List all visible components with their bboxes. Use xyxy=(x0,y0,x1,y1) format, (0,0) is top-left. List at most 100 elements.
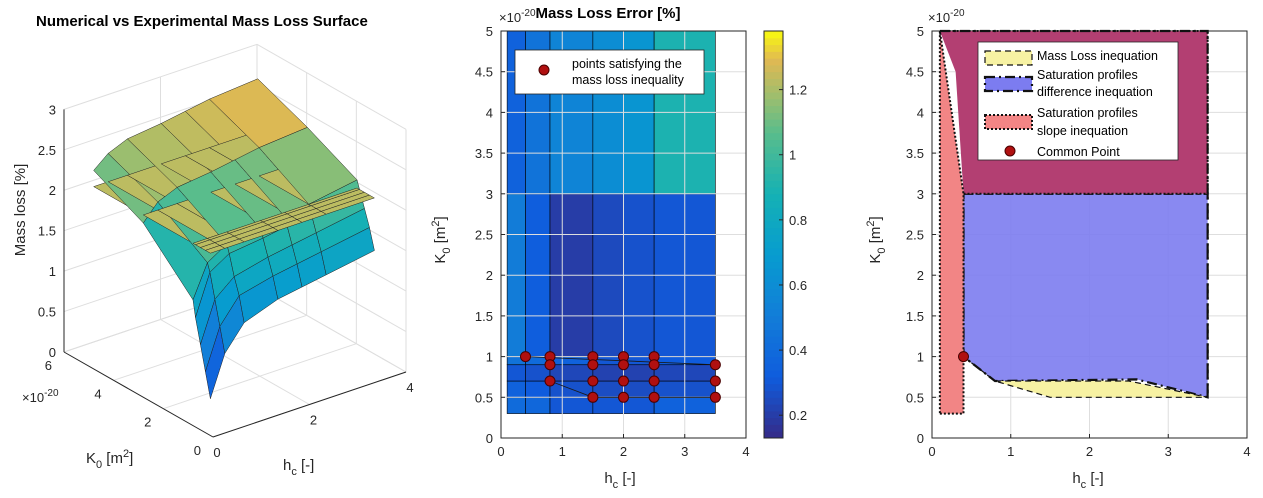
surface-z-tick-label: 0 xyxy=(49,345,56,360)
heatmap-y-tick-label: 3.5 xyxy=(475,146,493,161)
heatmap-point xyxy=(587,359,599,371)
heatmap-y-tick-label: 4.5 xyxy=(475,65,493,80)
colorbar-segment xyxy=(764,44,783,52)
heatmap-x-tick-label: 2 xyxy=(620,444,627,459)
colorbar-segment xyxy=(764,139,783,147)
colorbar-segment xyxy=(764,295,783,303)
heatmap-y-tick-label: 1.5 xyxy=(475,309,493,324)
colorbar-segment xyxy=(764,390,783,398)
region-slope xyxy=(938,30,965,415)
colorbar-segment xyxy=(764,193,783,202)
heatmap-point xyxy=(618,391,629,403)
colorbar-segment xyxy=(764,98,783,107)
regions-y-tick-label: 1 xyxy=(917,350,924,365)
heatmap-xlabel: hc [-] xyxy=(604,470,635,491)
colorbar-segment xyxy=(764,92,783,100)
colorbar-segment xyxy=(764,424,783,432)
colorbar-segment xyxy=(764,112,783,120)
colorbar-segment xyxy=(764,417,783,425)
surface-x-tick-label: 0 xyxy=(213,445,220,460)
regions-ylabel: K0 [m2] xyxy=(865,216,888,263)
colorbar-segment xyxy=(764,363,783,371)
surface-y-exponent: ×10-20 xyxy=(22,388,59,405)
colorbar-segment xyxy=(764,254,783,263)
heatmap-x-tick-label: 4 xyxy=(742,444,749,459)
colorbar-segment xyxy=(764,187,783,195)
colorbar-frame xyxy=(763,30,784,439)
surface-axes xyxy=(63,43,407,438)
colorbar-segment xyxy=(764,431,783,439)
regions-x-tick-label: 4 xyxy=(1243,444,1250,459)
colorbar-segment xyxy=(764,343,783,351)
heatmap-point xyxy=(709,359,721,371)
heatmap-x-tick-label: 3 xyxy=(681,444,688,459)
heatmap-legend-line2: mass loss inequality xyxy=(572,73,685,87)
colorbar-tick-label: 0.6 xyxy=(789,278,807,293)
surface-z-tick-label: 1 xyxy=(49,264,56,279)
colorbar-segment xyxy=(764,58,783,66)
regions-legend-swatch xyxy=(983,75,1034,93)
surface-wall-grid xyxy=(256,286,407,373)
colorbar: 0.2 0.4 0.6 0.8 1 1.2 xyxy=(763,30,807,439)
regions-y-tick-label: 2 xyxy=(917,268,924,283)
heatmap-title: Mass Loss Error [%] xyxy=(535,5,680,22)
heatmap-point xyxy=(544,375,556,387)
colorbar-segment xyxy=(764,336,783,344)
colorbar-segment xyxy=(764,51,783,59)
colorbar-segment xyxy=(764,322,783,330)
colorbar-segment xyxy=(764,227,783,235)
surface-mesh xyxy=(93,78,376,399)
colorbar-segment xyxy=(764,85,783,93)
colorbar-segment xyxy=(764,159,783,168)
heatmap-y-tick-label: 4 xyxy=(486,105,493,120)
heatmap-y-exponent: ×10-20 xyxy=(499,8,536,25)
heatmap-point xyxy=(544,359,556,371)
regions-x-tick-label: 3 xyxy=(1165,444,1172,459)
heatmap-y-tick-label: 0 xyxy=(486,431,493,446)
regions-legend-label: Common Point xyxy=(1037,145,1120,159)
colorbar-segment xyxy=(764,166,783,174)
regions-x-tick-label: 0 xyxy=(928,444,935,459)
heatmap-cell xyxy=(549,396,594,414)
heatmap-point xyxy=(709,391,721,403)
surface-wall-grid xyxy=(256,43,407,130)
colorbar-segment xyxy=(764,241,783,249)
surface-ylabel: K0 [m2] xyxy=(86,448,133,471)
colorbar-segment xyxy=(764,356,783,364)
heatmap-y-tick-label: 5 xyxy=(486,24,493,39)
regions-legend-swatch xyxy=(984,114,1033,130)
surface-z-tick-label: 2.5 xyxy=(38,143,56,158)
heatmap-y-tick-label: 3 xyxy=(486,187,493,202)
regions-legend-label: Mass Loss inequation xyxy=(1037,49,1158,63)
surface-x-tick-label: 4 xyxy=(406,380,413,395)
common-point xyxy=(958,351,969,363)
colorbar-segment xyxy=(764,281,783,290)
heatmap-y-tick-label: 1 xyxy=(486,350,493,365)
heatmap-cell xyxy=(525,396,551,414)
colorbar-segment xyxy=(764,275,783,283)
surface-y-tick-label: 0 xyxy=(194,443,201,458)
colorbar-tick-label: 1.2 xyxy=(789,83,807,98)
heatmap-y-tick-label: 0.5 xyxy=(475,390,493,405)
colorbar-segment xyxy=(764,376,783,385)
regions-y-tick-label: 0 xyxy=(917,431,924,446)
surface-xlabel: hc [-] xyxy=(283,457,314,478)
colorbar-segment xyxy=(764,302,783,310)
heatmap-cell xyxy=(506,396,526,414)
region-saturation-difference xyxy=(962,192,1209,399)
regions-legend-label: Saturation profiles xyxy=(1037,106,1138,120)
colorbar-segment xyxy=(764,71,783,79)
colorbar-segment xyxy=(764,315,783,324)
colorbar-segment xyxy=(764,288,783,297)
surface-z-tick-label: 0.5 xyxy=(38,305,56,320)
colorbar-segment xyxy=(764,153,783,161)
colorbar-segment xyxy=(764,105,783,113)
regions-y-tick-label: 2.5 xyxy=(906,228,924,243)
heatmap-point xyxy=(709,375,721,387)
heatmap-point xyxy=(648,391,660,403)
heatmap-panel: 0 1 2 3 4 0 0.5 1 1.5 2 2.5 3 3.5 4 4.5 5 Mass Loss Err… xyxy=(430,5,807,491)
colorbar-segment xyxy=(764,370,783,378)
colorbar-segment xyxy=(764,268,783,276)
colorbar-segment xyxy=(764,31,783,39)
